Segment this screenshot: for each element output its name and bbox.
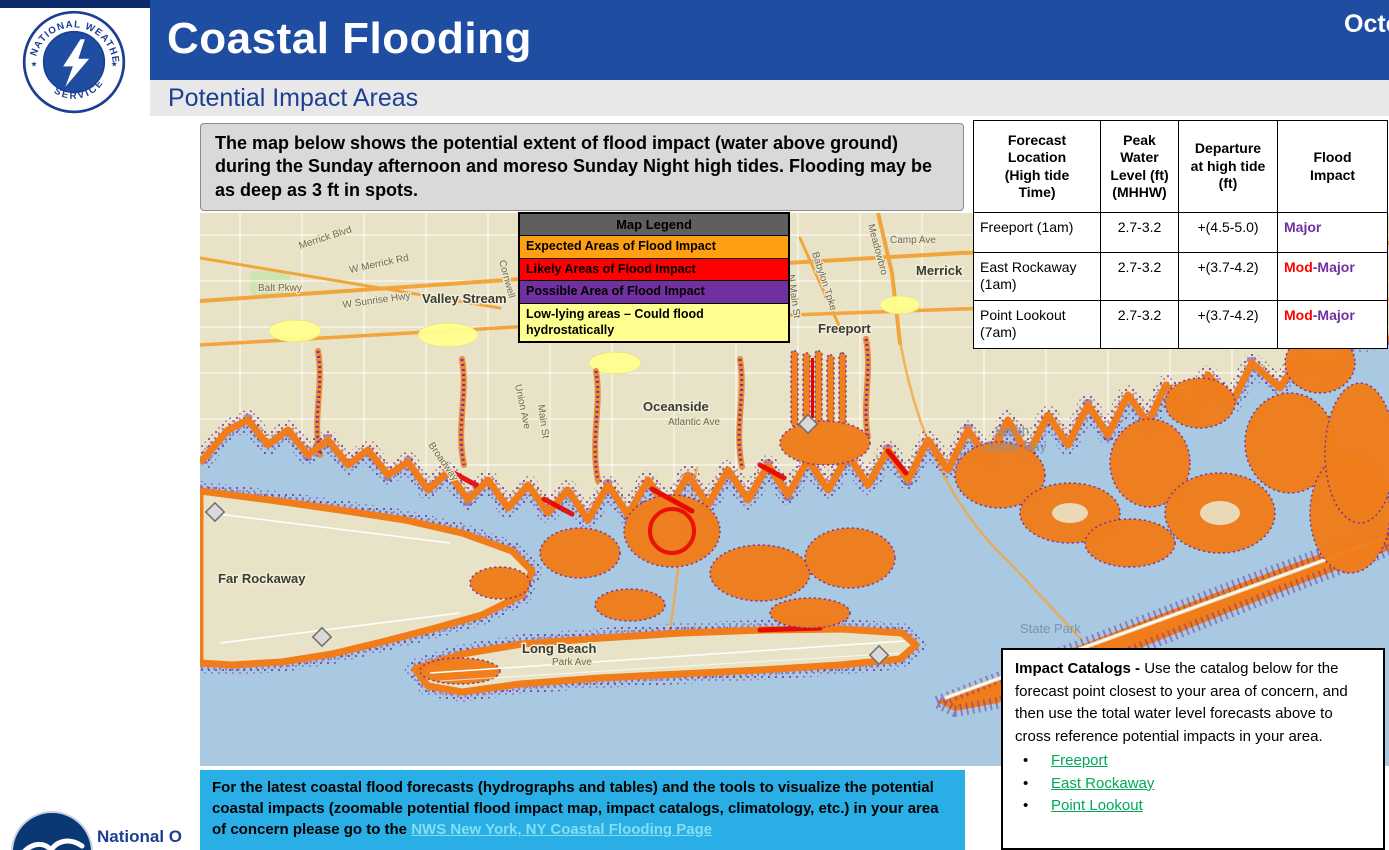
road-label: Park Ave <box>552 657 592 668</box>
road-label: Atlantic Ave <box>668 417 721 428</box>
road-label: Camp Ave <box>890 235 936 246</box>
bullet-icon: • <box>1023 797 1029 814</box>
town-label: Long Beach <box>522 641 596 656</box>
header-date: Octo <box>1344 10 1389 38</box>
cell-departure: +(4.5-5.0) <box>1178 212 1278 253</box>
cell-peak: 2.7-3.2 <box>1100 252 1179 301</box>
catalog-link-item: • Freeport <box>1015 750 1371 773</box>
catalog-link-point-lookout[interactable]: Point Lookout <box>1051 797 1143 814</box>
col-header-departure: Departure at high tide (ft) <box>1178 120 1278 213</box>
diamond-marker <box>797 413 819 435</box>
map-legend: Map Legend Expected Areas of Flood Impac… <box>518 212 790 344</box>
impact-catalogs-body: Use the catalog below for the forecast p… <box>1015 660 1348 745</box>
cell-departure: +(3.7-4.2) <box>1178 300 1278 349</box>
table-header-row: Forecast Location (High tide Time) Peak … <box>973 120 1388 213</box>
bullet-icon: • <box>1023 752 1029 769</box>
col-header-location: Forecast Location (High tide Time) <box>973 120 1101 213</box>
cell-location: East Rockaway (1am) <box>973 252 1101 301</box>
diamond-marker <box>204 501 226 523</box>
nws-logo-block: NATIONAL WEATHER SERVICE ★ ★ <box>0 0 150 116</box>
diamond-marker <box>868 644 890 666</box>
likely-flood-accents <box>447 448 909 555</box>
star-icon: ★ <box>111 59 118 68</box>
noaa-logo-icon <box>11 811 93 850</box>
road-label: Balt Pkwy <box>258 283 302 294</box>
legend-item-expected: Expected Areas of Flood Impact <box>520 236 788 259</box>
cell-location: Freeport (1am) <box>973 212 1101 253</box>
town-label: Freeport <box>818 321 871 336</box>
town-label: Valley Stream <box>422 291 507 306</box>
town-label: Oceanside <box>643 399 709 414</box>
catalog-link-east-rockaway[interactable]: East Rockaway <box>1051 774 1155 792</box>
legend-item-lowlying: Low-lying areas – Could flood hydrostati… <box>520 303 788 342</box>
catalog-link-item: • Point Lookout <box>1015 795 1371 818</box>
catalog-link-item: • East Rockaway <box>1015 773 1371 796</box>
footer-text: For the latest coastal flood forecasts (… <box>212 779 939 838</box>
cell-departure: +(3.7-4.2) <box>1178 252 1278 301</box>
far-rockaway-peninsula <box>200 491 532 665</box>
coastal-flooding-page-link[interactable]: NWS New York, NY Coastal Flooding Page <box>411 821 713 838</box>
cell-peak: 2.7-3.2 <box>1100 212 1179 253</box>
town-label: Far Rockaway <box>218 571 306 586</box>
impact-major: -Major <box>1312 259 1355 275</box>
bullet-icon: • <box>1023 774 1029 792</box>
catalog-link-freeport[interactable]: Freeport <box>1051 752 1108 769</box>
table-row-point-lookout: Point Lookout (7am) 2.7-3.2 +(3.7-4.2) M… <box>973 300 1388 349</box>
star-icon: ★ <box>31 59 38 68</box>
lightning-bolt-icon <box>63 39 90 87</box>
impact-mod: Mod <box>1284 259 1313 275</box>
page-title: Coastal Flooding <box>167 14 532 63</box>
impact-major: Major <box>1284 219 1322 235</box>
legend-title: Map Legend <box>520 214 788 236</box>
table-row-east-rockaway: East Rockaway (1am) 2.7-3.2 +(3.7-4.2) M… <box>973 252 1388 301</box>
cell-peak: 2.7-3.2 <box>1100 300 1179 349</box>
legend-item-possible: Possible Area of Flood Impact <box>520 281 788 304</box>
forecast-point-markers <box>204 413 890 666</box>
forecast-table: Forecast Location (High tide Time) Peak … <box>973 120 1388 349</box>
header-band <box>0 0 1389 80</box>
cell-impact: Mod-Major <box>1277 300 1388 349</box>
navy-strip <box>0 0 150 8</box>
town-label: Merrick <box>916 263 963 278</box>
water-label: South <box>995 423 1029 438</box>
col-header-impact: Flood Impact <box>1277 120 1388 213</box>
impact-catalogs-box: Impact Catalogs - Use the catalog below … <box>1001 648 1385 850</box>
water-label: Oyster Bay <box>982 439 1047 454</box>
page-subtitle: Potential Impact Areas <box>168 84 419 112</box>
col-header-peak: Peak Water Level (ft) (MHHW) <box>1100 120 1179 213</box>
impact-catalogs-title: Impact Catalogs - <box>1015 660 1145 677</box>
catalog-link-list: • Freeport • East Rockaway • Point Lookout <box>1015 750 1371 818</box>
impact-major: -Major <box>1312 307 1355 323</box>
header-substrip <box>0 80 1389 116</box>
cell-impact: Mod-Major <box>1277 252 1388 301</box>
impact-mod: Mod <box>1284 307 1313 323</box>
noaa-gull-icon <box>22 838 85 850</box>
legend-item-likely: Likely Areas of Flood Impact <box>520 258 788 282</box>
table-row-freeport: Freeport (1am) 2.7-3.2 +(4.5-5.0) Major <box>973 212 1388 253</box>
nws-logo-icon: NATIONAL WEATHER SERVICE ★ ★ <box>22 10 126 114</box>
long-beach-island <box>415 628 916 692</box>
freeport-canals <box>779 350 871 466</box>
diamond-marker <box>311 626 333 648</box>
flooded-marsh-islands <box>539 332 1389 629</box>
noaa-org-name: National O <box>97 827 183 846</box>
cell-location: Point Lookout (7am) <box>973 300 1101 349</box>
map-description-box: The map below shows the potential extent… <box>200 123 964 211</box>
cell-impact: Major <box>1277 212 1388 253</box>
water-label: State Park <box>1020 621 1081 636</box>
footer-banner: For the latest coastal flood forecasts (… <box>200 770 965 850</box>
